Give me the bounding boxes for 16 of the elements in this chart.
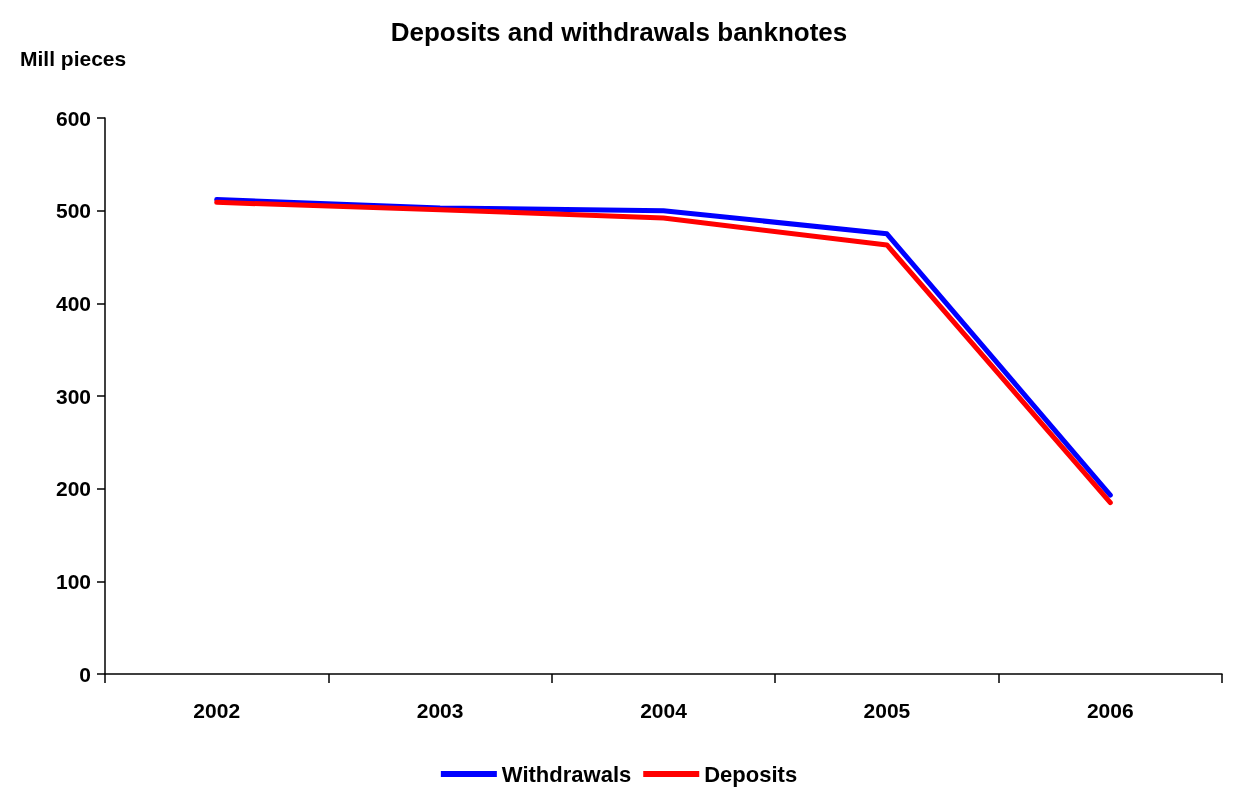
x-tick-label: 2005: [863, 699, 911, 722]
y-tick-label: 500: [55, 199, 91, 223]
x-tick-label: 2003: [416, 699, 464, 722]
y-tick-label: 300: [55, 384, 91, 408]
y-tick-label: 200: [55, 477, 91, 501]
y-tick-label: 0: [79, 662, 91, 686]
y-tick-label: 600: [55, 106, 91, 130]
legend-label: Withdrawals: [501, 761, 632, 787]
x-tick-label: 2004: [640, 699, 688, 722]
x-tick-label: 2006: [1086, 699, 1134, 722]
y-axis-title: Mill pieces: [20, 47, 127, 70]
chart-title: Deposits and withdrawals banknotes: [390, 17, 848, 47]
y-tick-label: 100: [55, 569, 91, 593]
legend-label: Deposits: [704, 761, 798, 787]
y-tick-label: 400: [55, 291, 91, 315]
x-tick-label: 2002: [193, 699, 241, 722]
